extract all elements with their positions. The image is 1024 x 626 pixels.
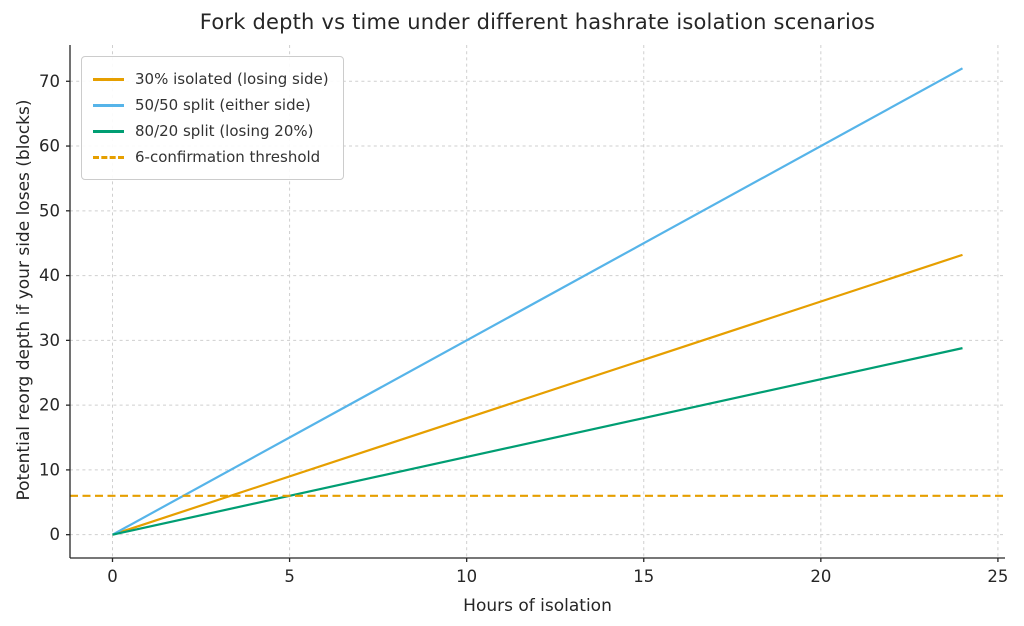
legend-line-swatch [93,77,124,81]
series-line-0 [112,253,963,536]
legend-line-swatch [93,103,124,107]
x-tick-label: 20 [810,567,831,586]
legend-line-swatch [93,155,124,159]
y-tick-label: 50 [39,201,60,220]
series-line-2 [112,347,963,536]
y-tick-label: 60 [39,137,60,156]
legend-item: 30% isolated (losing side) [93,66,329,92]
x-tick-label: 10 [456,567,477,586]
series-line-1 [111,67,964,536]
legend-item-label: 30% isolated (losing side) [135,70,329,88]
legend-item: 80/20 split (losing 20%) [93,118,329,144]
y-tick-label: 30 [39,331,60,350]
legend-line-swatch [93,129,124,133]
legend-item-label: 6-confirmation threshold [135,148,321,166]
legend-item-label: 80/20 split (losing 20%) [135,122,314,140]
x-tick-label: 15 [633,567,654,586]
y-tick-label: 70 [39,72,60,91]
x-tick-label: 5 [284,567,295,586]
y-tick-label: 20 [39,396,60,415]
legend: 30% isolated (losing side) 50/50 split (… [81,56,344,180]
y-tick-label: 0 [50,525,61,544]
y-axis-label: Potential reorg depth if your side loses… [14,99,34,501]
chart-title: Fork depth vs time under different hashr… [199,10,876,34]
x-tick-label: 25 [987,567,1008,586]
x-axis-label: Hours of isolation [463,596,612,616]
y-tick-label: 10 [39,460,60,479]
legend-item: 6-confirmation threshold [93,144,329,170]
y-tick-label: 40 [39,266,60,285]
legend-item-label: 50/50 split (either side) [135,96,311,114]
legend-item: 50/50 split (either side) [93,92,329,118]
x-tick-label: 0 [107,567,118,586]
